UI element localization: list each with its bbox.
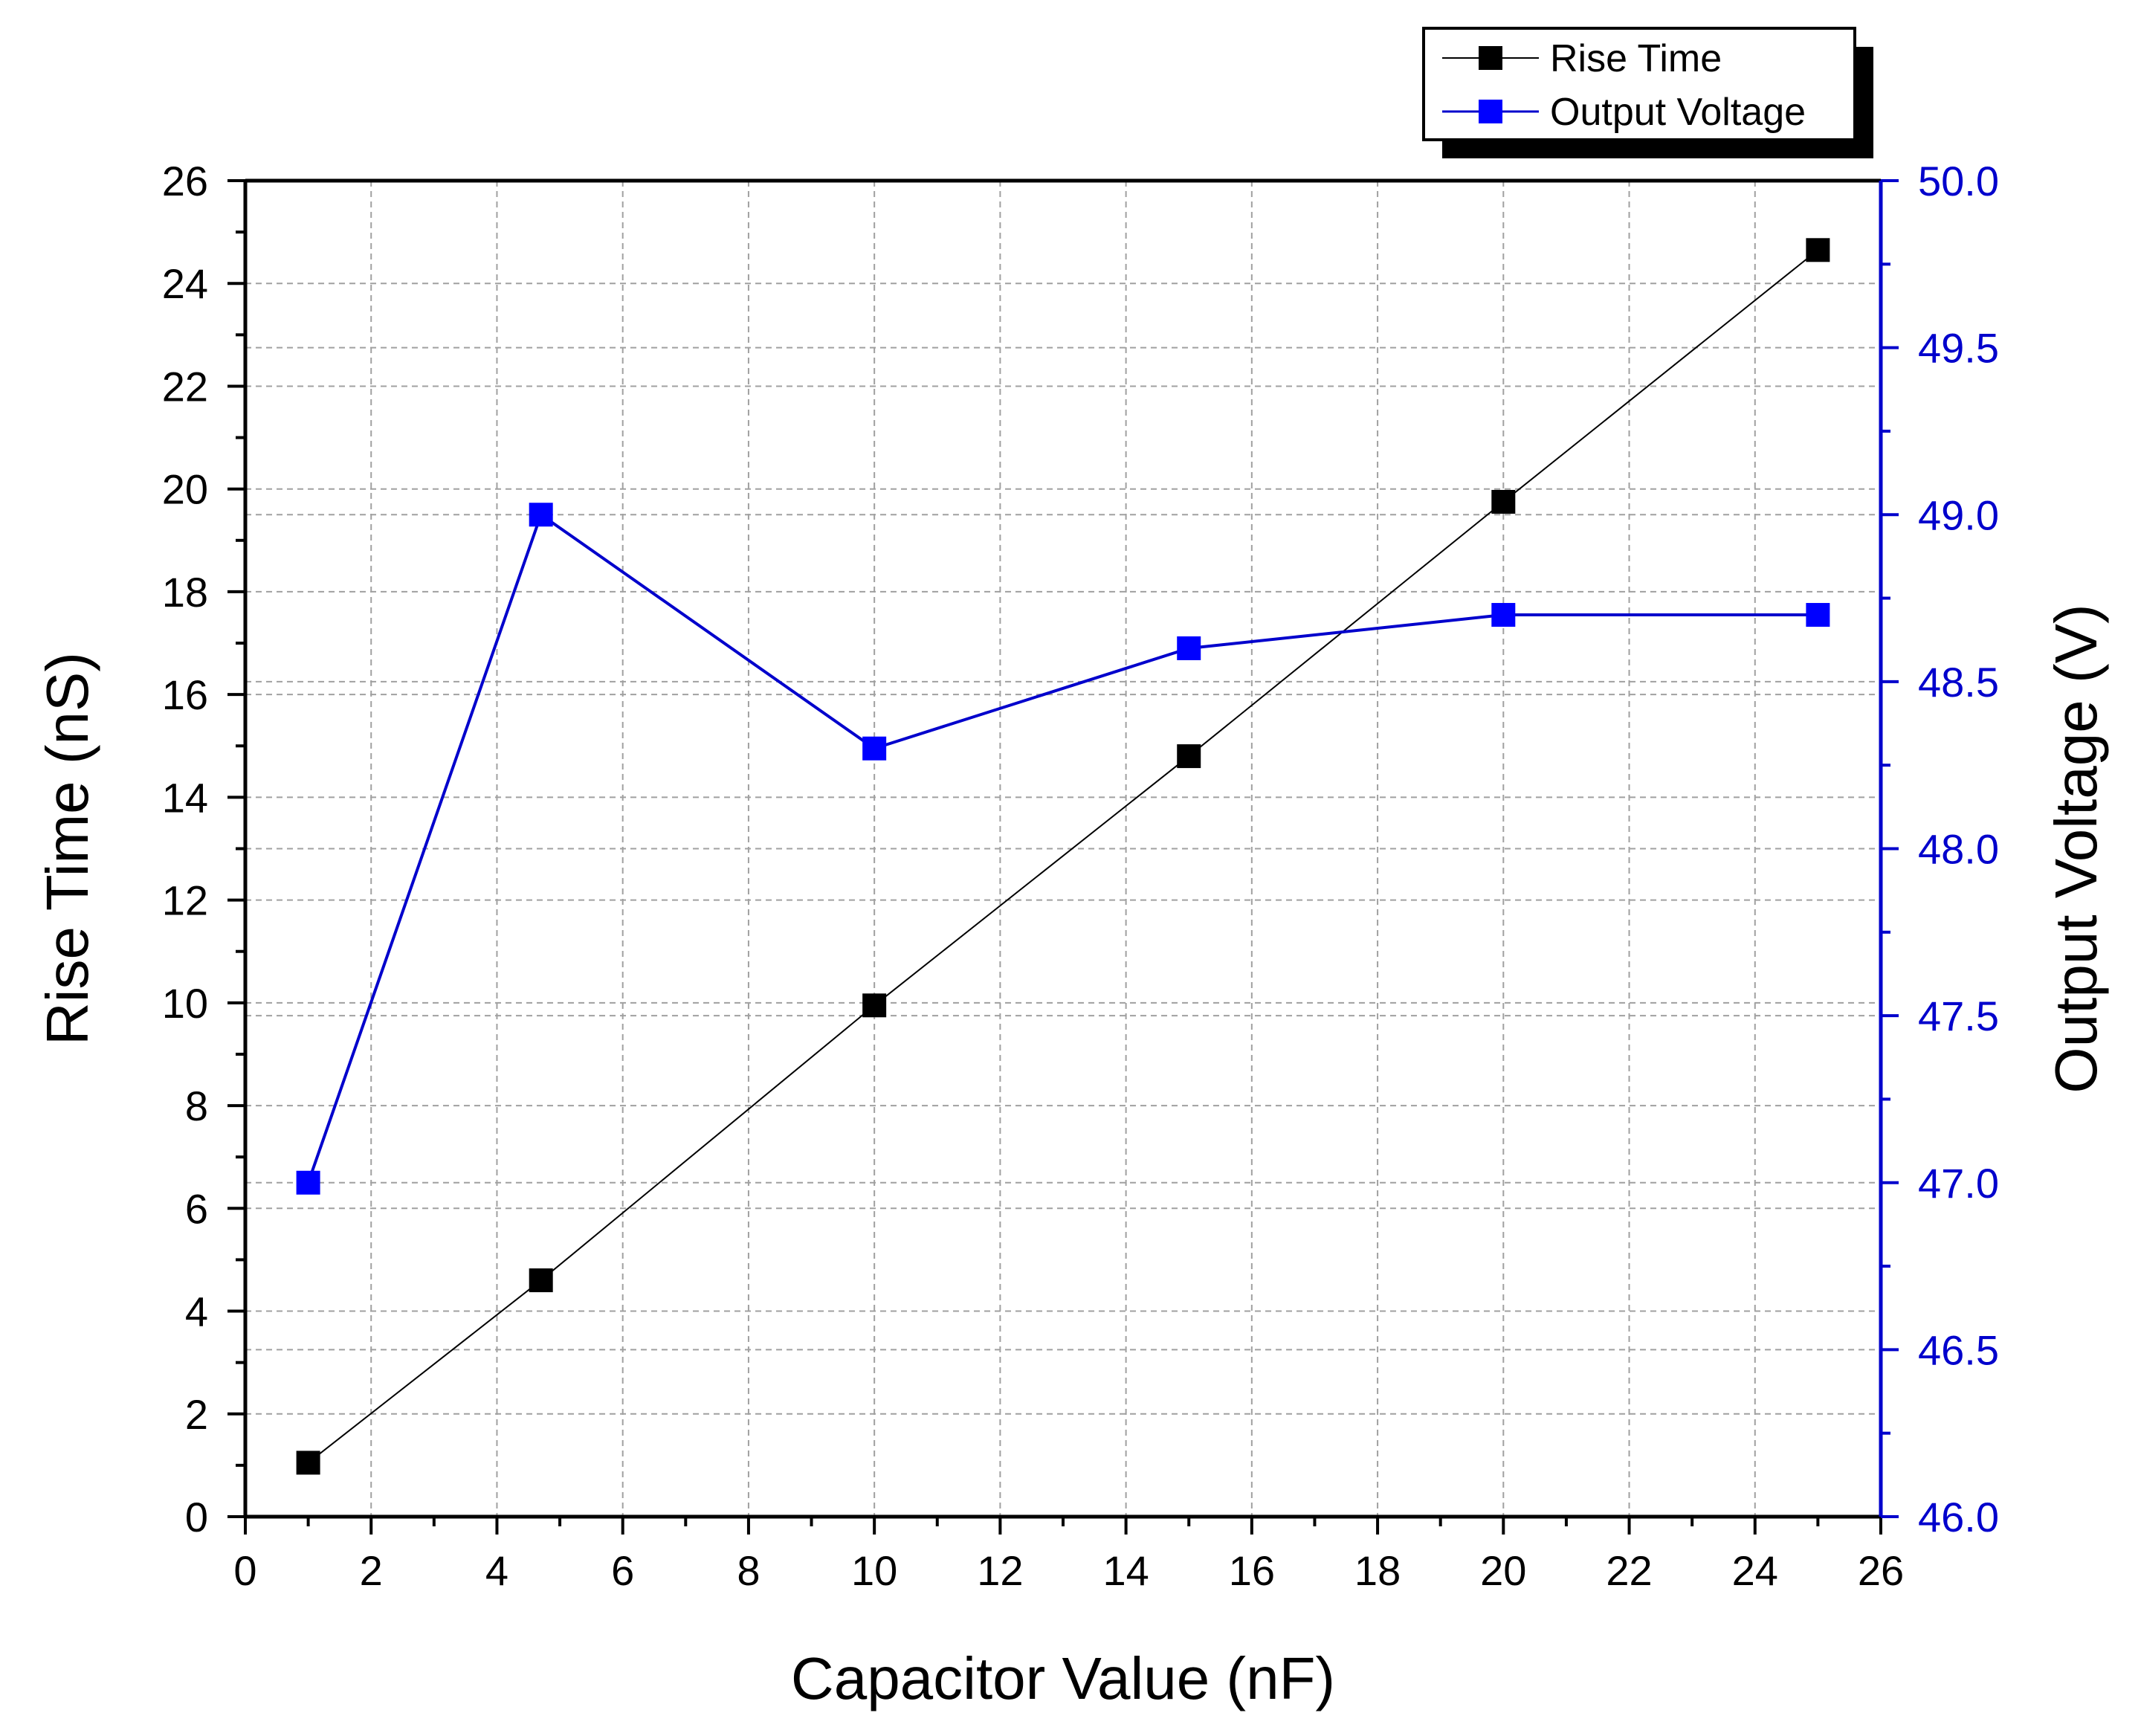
- axes: 0 2 4 6 8 10 12 14 16 18 20 22 24 2602468101214161820…: [162, 158, 1999, 1594]
- y2-tick-label: 48.5: [1918, 659, 1999, 706]
- y2-tick-label: 50.0: [1918, 158, 1999, 204]
- legend-label-rise-time: Rise Time: [1550, 37, 1722, 80]
- y2-tick-label: 46.5: [1918, 1326, 1999, 1373]
- y-tick-label: 12: [162, 877, 208, 924]
- x-tick-label: 8: [737, 1547, 760, 1594]
- x-tick-label: 22: [1606, 1547, 1652, 1594]
- legend-entry-rise-time: Rise Time: [1442, 37, 1722, 80]
- legend: Rise Time Output Voltage: [1422, 27, 1873, 158]
- x-tick-label: 2: [360, 1547, 383, 1594]
- y-tick-label: 14: [162, 774, 208, 821]
- y-tick-label: 20: [162, 466, 208, 513]
- x-tick-label: 24: [1732, 1547, 1778, 1594]
- y-tick-label: 26: [162, 158, 208, 204]
- data-point-output-voltage: [1806, 603, 1830, 627]
- x-tick-label: 4: [485, 1547, 508, 1594]
- y-tick-label: 8: [185, 1082, 208, 1129]
- data-point-output-voltage: [529, 503, 553, 527]
- series-line-rise-time: [307, 249, 1819, 1464]
- x-tick-label: 18: [1354, 1547, 1401, 1594]
- data-point-rise-time: [296, 1451, 320, 1475]
- y2-tick-label: 46.0: [1918, 1494, 1999, 1540]
- y2-axis-title: Output Voltage (V): [2043, 604, 2109, 1093]
- y-tick-label: 22: [162, 363, 208, 410]
- grid: [245, 181, 1881, 1517]
- data-point-rise-time: [1491, 489, 1516, 514]
- y2-tick-label: 49.0: [1918, 491, 1999, 538]
- data-point-rise-time: [1177, 744, 1201, 769]
- series: [296, 238, 1830, 1475]
- x-tick-label: 12: [977, 1547, 1023, 1594]
- legend-marker-output-voltage: [1479, 100, 1502, 123]
- data-point-output-voltage: [1177, 636, 1201, 660]
- x-tick-label: 26: [1858, 1547, 1904, 1594]
- y-tick-label: 0: [185, 1494, 208, 1540]
- series-line-output-voltage: [306, 512, 1818, 1184]
- x-tick-label: 16: [1229, 1547, 1275, 1594]
- legend-marker-rise-time: [1479, 46, 1502, 70]
- data-point-rise-time: [529, 1268, 553, 1293]
- y-tick-label: 10: [162, 980, 208, 1027]
- x-tick-label: 0: [233, 1547, 256, 1594]
- y-tick-label: 2: [185, 1391, 208, 1438]
- data-point-output-voltage: [862, 736, 887, 761]
- y-tick-label: 6: [185, 1185, 208, 1232]
- data-point-rise-time: [862, 993, 887, 1018]
- x-axis-title: Capacitor Value (nF): [791, 1645, 1335, 1711]
- y2-tick-label: 47.0: [1918, 1160, 1999, 1207]
- legend-label-output-voltage: Output Voltage: [1550, 91, 1806, 134]
- x-tick-label: 14: [1102, 1547, 1149, 1594]
- data-point-output-voltage: [296, 1170, 320, 1195]
- x-tick-label: 10: [851, 1547, 897, 1594]
- data-point-rise-time: [1806, 238, 1830, 262]
- y2-tick-label: 48.0: [1918, 826, 1999, 873]
- x-tick-label: 20: [1480, 1547, 1526, 1594]
- y-axis-title: Rise Time (nS): [34, 652, 100, 1045]
- y-tick-label: 18: [162, 569, 208, 616]
- data-point-output-voltage: [1491, 603, 1516, 627]
- legend-entry-output-voltage: Output Voltage: [1442, 91, 1806, 134]
- y2-tick-label: 47.5: [1918, 993, 1999, 1039]
- y-tick-label: 24: [162, 260, 208, 307]
- y-tick-label: 16: [162, 671, 208, 718]
- x-tick-label: 6: [611, 1547, 634, 1594]
- y2-tick-label: 49.5: [1918, 325, 1999, 372]
- y-tick-label: 4: [185, 1288, 208, 1335]
